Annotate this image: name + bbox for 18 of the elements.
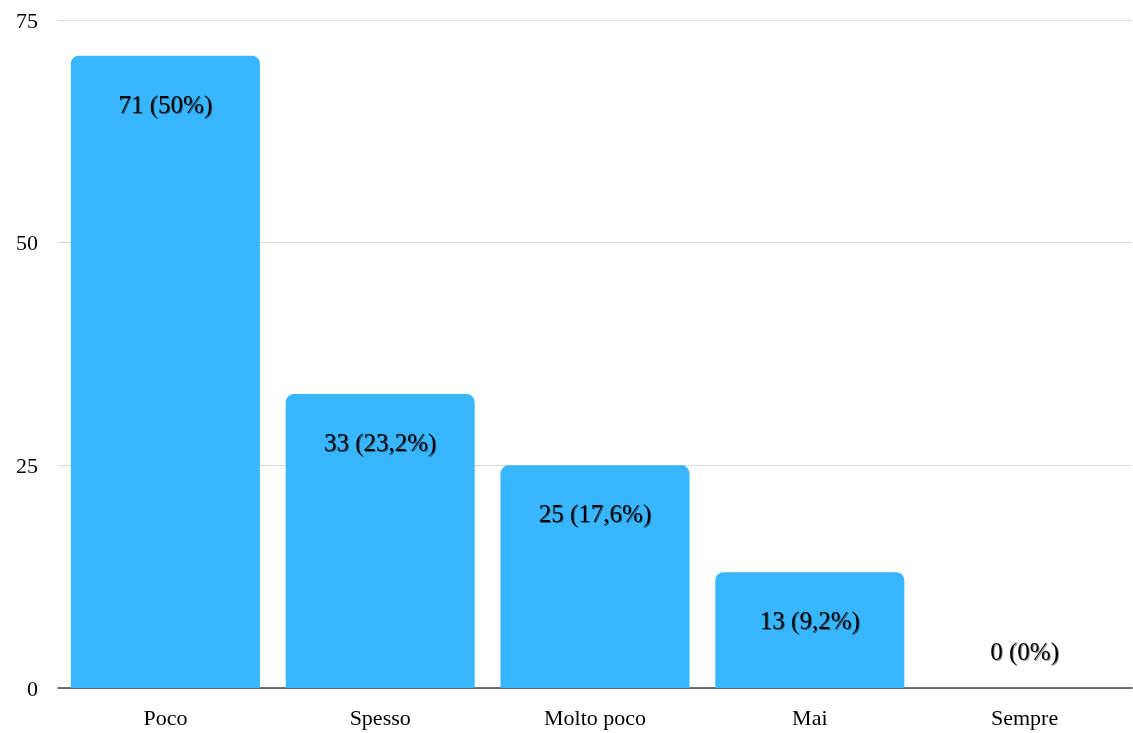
- x-tick-label: Poco: [143, 704, 188, 730]
- y-tick-label: 75: [16, 7, 38, 33]
- y-tick-label: 50: [16, 230, 38, 256]
- x-tick-label: Spesso: [349, 704, 411, 730]
- bar: [715, 572, 905, 688]
- bar: [500, 465, 690, 688]
- data-label: 33 (23,2%): [323, 429, 437, 458]
- x-tick-label: Mai: [792, 704, 828, 730]
- x-tick-label: Molto poco: [543, 704, 647, 730]
- data-label: 71 (50%): [118, 90, 213, 119]
- data-label: 25 (17,6%): [538, 500, 652, 529]
- data-label: 13 (9,2%): [759, 607, 860, 636]
- data-label: 0 (0%): [990, 638, 1059, 666]
- bar: [285, 394, 475, 688]
- x-tick-label: Sempre: [991, 704, 1059, 730]
- bar: [70, 55, 260, 688]
- y-tick-label: 25: [16, 452, 38, 478]
- y-tick-label: 0: [27, 675, 38, 701]
